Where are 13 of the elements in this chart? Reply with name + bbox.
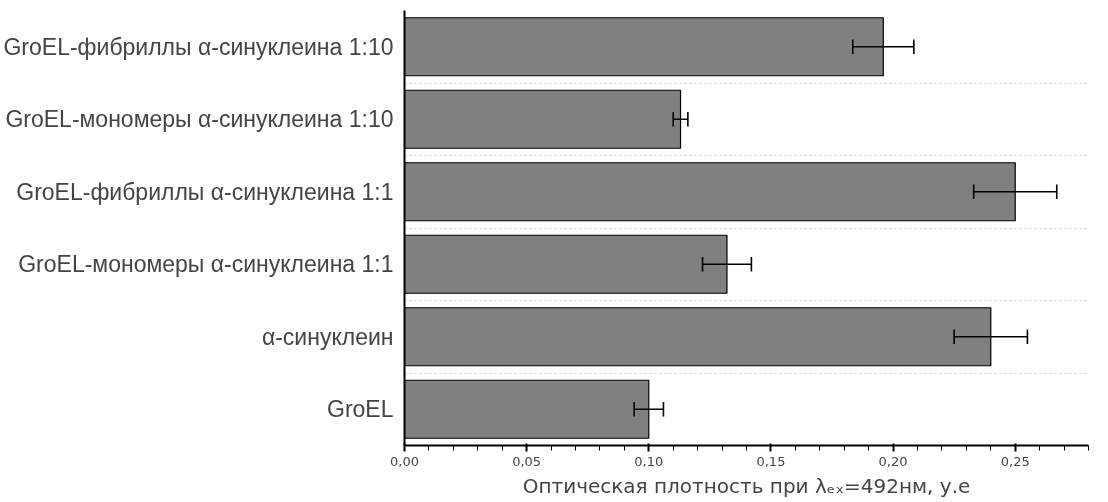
x-axis-title: Оптическая плотность при λₑₓ=492нм, у.е [522,473,971,498]
y-tick-label: GroEL [327,396,394,423]
x-tick-label: 0,00 [390,453,419,469]
x-tick-label: 0,10 [634,453,664,469]
x-tick-label: 0,25 [1000,453,1030,469]
y-tick-label: α-синуклеин [261,323,394,350]
y-tick-label: GroEL-фибриллы α-синуклеина 1:10 [3,33,394,60]
x-tick-label: 0,05 [512,453,542,469]
y-tick-label: GroEL-мономеры α-синуклеина 1:1 [18,251,394,278]
x-tick-label: 0,15 [756,453,786,469]
x-tick-label: 0,20 [878,453,908,469]
y-tick-label: GroEL-фибриллы α-синуклеина 1:1 [16,178,394,205]
y-tick-label: GroEL-мономеры α-синуклеина 1:10 [5,106,394,133]
